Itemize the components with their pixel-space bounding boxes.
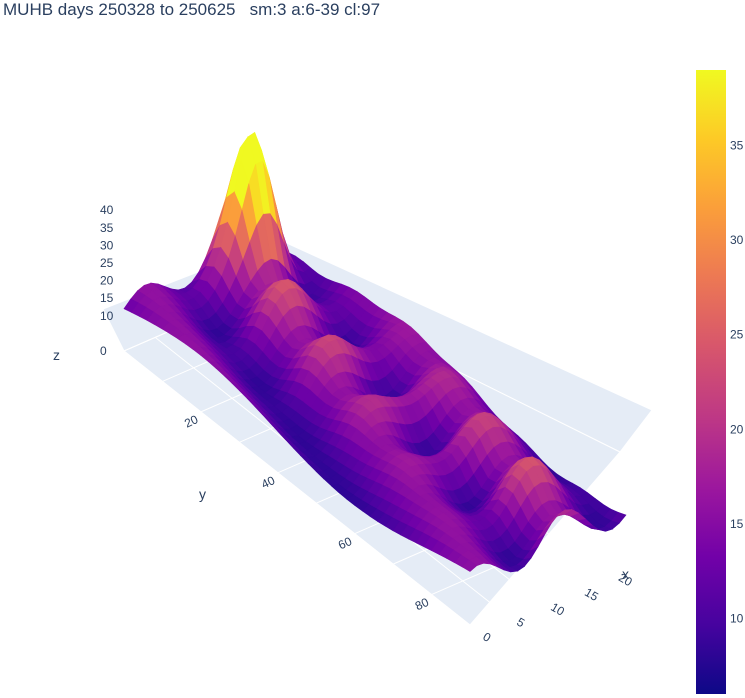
z-tick-label: 0 <box>100 344 107 358</box>
colorbar: 10 15 20 25 30 35 <box>696 70 744 694</box>
colorbar-tick-label: 25 <box>730 328 744 342</box>
colorbar-tick-label: 35 <box>730 139 744 153</box>
y-tick-label: 80 <box>413 595 431 613</box>
z-tick-label: 40 <box>100 203 114 217</box>
y-tick-label: 60 <box>336 534 354 552</box>
colorbar-ticks: 10 15 20 25 30 35 <box>730 139 744 626</box>
x-axis-title: x <box>622 566 629 582</box>
x-tick-label: 0 <box>481 629 494 645</box>
z-tick-label: 20 <box>100 274 114 288</box>
z-tick-label: 15 <box>100 291 114 305</box>
y-axis-ticks: 20 40 60 80 <box>182 412 431 613</box>
colorbar-tick-label: 30 <box>730 233 744 247</box>
x-tick-label: 20 <box>616 570 635 589</box>
y-tick-label: 20 <box>182 412 200 430</box>
chart-title: MUHB days 250328 to 250625 sm:3 a:6-39 c… <box>3 0 381 19</box>
x-tick-label: 10 <box>548 600 567 619</box>
z-axis-ticks: 0 10 15 20 25 30 35 40 <box>100 203 114 358</box>
z-tick-label: 30 <box>100 238 114 252</box>
z-tick-label: 35 <box>100 221 114 235</box>
x-tick-label: 15 <box>582 585 601 604</box>
z-tick-label: 25 <box>100 256 114 270</box>
colorbar-scale <box>696 70 726 694</box>
z-tick-label: 10 <box>100 309 114 323</box>
x-tick-label: 5 <box>514 615 527 631</box>
colorbar-tick-label: 10 <box>730 611 744 625</box>
y-tick-label: 40 <box>259 473 277 491</box>
surface-cell <box>461 559 478 572</box>
z-axis-title: z <box>53 347 60 363</box>
y-axis-title: y <box>199 486 206 502</box>
colorbar-tick-label: 15 <box>730 517 744 531</box>
surface-mesh <box>123 131 627 573</box>
colorbar-tick-label: 20 <box>730 422 744 436</box>
